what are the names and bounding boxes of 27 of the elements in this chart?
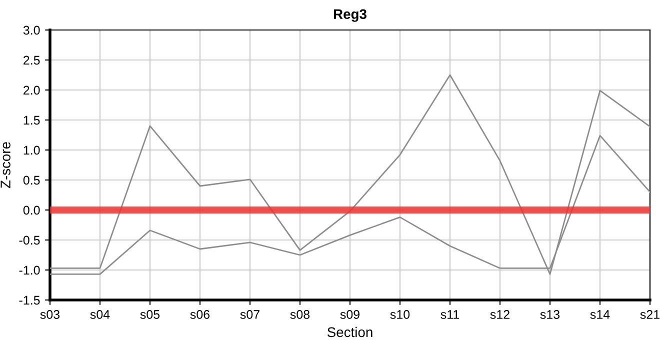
- x-tick-label: s05: [140, 310, 160, 319]
- x-tick-label: s04: [90, 310, 110, 319]
- x-axis-title: Section: [327, 326, 372, 338]
- y-tick-label: 0.5: [23, 176, 40, 185]
- line-series: [50, 74, 650, 275]
- x-tick-label: s07: [240, 310, 260, 319]
- x-tick-label: s09: [340, 310, 360, 319]
- y-tick-label: -1.0: [19, 266, 40, 275]
- y-tick-label: -0.5: [19, 236, 40, 245]
- x-tick-label: s06: [190, 310, 210, 319]
- x-tick-label: s08: [290, 310, 310, 319]
- x-tick-label: s13: [540, 310, 560, 319]
- x-tick-label: s14: [590, 310, 610, 319]
- y-tick-label: 1.5: [24, 116, 40, 125]
- y-axis-title: Z-score: [0, 142, 10, 188]
- y-tick-label: 2.0: [24, 86, 40, 95]
- x-tick-label: s21: [640, 310, 660, 319]
- x-tick-label: s11: [440, 310, 460, 319]
- x-tick-label: s03: [40, 310, 60, 319]
- x-tick-label: s10: [390, 310, 410, 319]
- y-tick-label: 3.0: [23, 26, 40, 35]
- y-tick-label: 1.0: [24, 146, 40, 155]
- y-tick-label: 0.0: [23, 206, 40, 215]
- x-tick-label: s12: [490, 310, 510, 319]
- y-tick-label: -1.5: [19, 296, 40, 305]
- chart-title: Reg3: [334, 9, 366, 22]
- y-tick-label: 2.5: [24, 56, 40, 65]
